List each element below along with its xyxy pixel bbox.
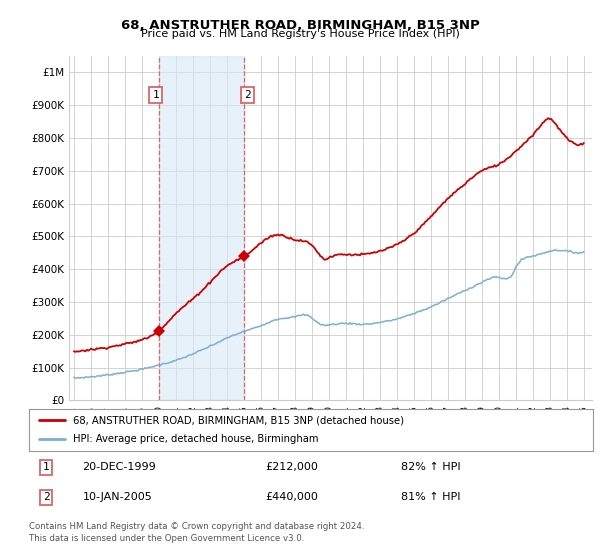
Text: Contains HM Land Registry data © Crown copyright and database right 2024.
This d: Contains HM Land Registry data © Crown c… xyxy=(29,522,364,543)
Text: £212,000: £212,000 xyxy=(266,462,319,472)
Text: 68, ANSTRUTHER ROAD, BIRMINGHAM, B15 3NP: 68, ANSTRUTHER ROAD, BIRMINGHAM, B15 3NP xyxy=(121,19,479,32)
Text: 2: 2 xyxy=(43,492,50,502)
Text: 81% ↑ HPI: 81% ↑ HPI xyxy=(401,492,461,502)
Text: 68, ANSTRUTHER ROAD, BIRMINGHAM, B15 3NP (detached house): 68, ANSTRUTHER ROAD, BIRMINGHAM, B15 3NP… xyxy=(73,415,404,425)
Text: 1: 1 xyxy=(43,462,50,472)
Bar xyxy=(158,56,244,400)
Text: 1: 1 xyxy=(152,90,160,100)
Text: Price paid vs. HM Land Registry's House Price Index (HPI): Price paid vs. HM Land Registry's House … xyxy=(140,29,460,39)
Text: 82% ↑ HPI: 82% ↑ HPI xyxy=(401,462,461,472)
Text: 2: 2 xyxy=(244,90,250,100)
Text: £440,000: £440,000 xyxy=(266,492,319,502)
Text: HPI: Average price, detached house, Birmingham: HPI: Average price, detached house, Birm… xyxy=(73,435,318,445)
Text: 20-DEC-1999: 20-DEC-1999 xyxy=(82,462,156,472)
Text: 10-JAN-2005: 10-JAN-2005 xyxy=(82,492,152,502)
